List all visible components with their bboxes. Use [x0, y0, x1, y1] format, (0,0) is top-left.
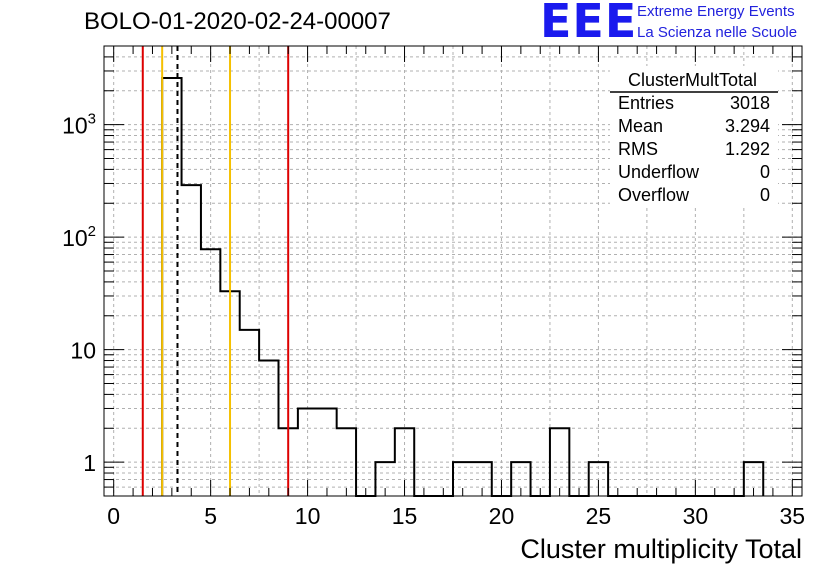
stat-value-entries: 3018 — [729, 93, 770, 113]
x-tick-label: 35 — [780, 503, 806, 529]
logo-line-2: La Scienza nelle Scuole — [637, 24, 798, 41]
stat-label-overflow: Overflow — [618, 185, 690, 205]
stat-value-mean: 3.294 — [724, 116, 770, 136]
stat-value-overflow: 0 — [759, 185, 770, 205]
stat-label-mean: Mean — [618, 116, 664, 136]
x-tick-label: 30 — [683, 503, 709, 529]
y-tick-label: 102 — [62, 223, 96, 251]
x-tick-label: 10 — [295, 503, 321, 529]
x-tick-label: 20 — [489, 503, 515, 529]
statbox-background — [610, 66, 778, 206]
histogram-bin — [182, 185, 201, 496]
y-tick-label: 1 — [83, 450, 96, 476]
stat-value-underflow: 0 — [759, 162, 770, 182]
stat-label-underflow: Underflow — [618, 162, 700, 182]
logo-line-1: Extreme Energy Events — [637, 3, 795, 20]
stat-label-entries: Entries — [618, 93, 675, 113]
x-tick-label: 5 — [204, 503, 217, 529]
x-tick-label: 25 — [586, 503, 612, 529]
histogram-bin — [317, 408, 336, 496]
x-tick-label: 0 — [107, 503, 120, 529]
x-axis-title: Cluster multiplicity Total — [520, 534, 802, 564]
x-tick-label: 15 — [392, 503, 418, 529]
chart-title: BOLO-01-2020-02-24-00007 — [84, 8, 391, 35]
y-tick-label: 103 — [62, 111, 96, 139]
y-tick-label: 10 — [70, 338, 96, 364]
statbox-title: ClusterMultTotal — [627, 70, 758, 90]
histogram-bin — [162, 78, 181, 496]
stat-label-rms: RMS — [618, 139, 658, 159]
stat-value-rms: 1.292 — [724, 139, 770, 159]
logo-mark: EEE — [540, 0, 638, 48]
